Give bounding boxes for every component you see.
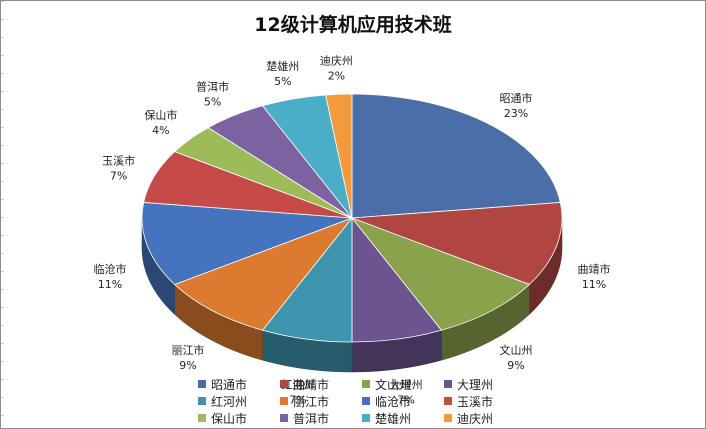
legend-label: 红河州 [211, 394, 248, 409]
data-label-percent-7: 7% [110, 170, 127, 183]
legend-entry: 临沧市 [362, 393, 444, 409]
legend-entry: 文山州 [362, 376, 444, 392]
data-label-name-5: 丽江市 [171, 343, 204, 357]
legend-label: 临沧市 [375, 394, 412, 409]
pie-slice-5 [173, 217, 354, 331]
legend-entry: 丽江市 [280, 393, 362, 409]
legend-swatch [362, 380, 370, 388]
legend-swatch [198, 380, 206, 388]
data-label-name-8: 保山市 [144, 108, 177, 122]
row-gridlines [1, 1, 4, 428]
data-label-percent-4: 7% [289, 393, 306, 406]
data-label-name-6: 临沧市 [93, 262, 126, 276]
legend-entry: 大理州 [444, 376, 526, 392]
legend-entry: 楚雄州 [362, 410, 444, 426]
data-label-name-7: 玉溪市 [102, 154, 135, 168]
legend-label: 昭通市 [211, 377, 248, 392]
data-label-percent-0: 23% [504, 107, 528, 120]
legend-swatch [280, 380, 288, 388]
data-label-name-4: 红河州 [281, 378, 314, 391]
pie-slice-1 [351, 202, 563, 285]
legend-entry: 红河州 [198, 393, 280, 409]
legend-entry: 迪庆州 [444, 410, 526, 426]
legend-swatch [362, 397, 370, 405]
legend-label: 玉溪市 [457, 394, 494, 409]
chart-title: 12级计算机应用技术班 [254, 14, 452, 36]
data-label-percent-1: 11% [582, 278, 606, 291]
data-label-percent-8: 4% [152, 124, 169, 137]
pie-slice-11 [325, 93, 353, 219]
pie-slice-6 [141, 202, 353, 285]
legend-swatch [198, 414, 206, 422]
data-label-percent-10: 5% [274, 75, 291, 88]
legend-label: 丽江市 [293, 394, 330, 409]
legend-swatch [280, 397, 288, 405]
data-label-percent-3: 7% [397, 393, 414, 406]
legend-label: 文山州 [375, 377, 412, 392]
legend: 昭通市 曲靖市 文山州 大理州 红河州 丽江市 临沧市 玉溪市 保山市 普洱市 楚雄州 迪庆州 [198, 376, 528, 426]
data-label-name-0: 昭通市 [500, 91, 533, 105]
data-label-name-3: 大理州 [390, 377, 423, 391]
legend-swatch [198, 397, 206, 405]
legend-swatch [444, 397, 452, 405]
legend-label: 保山市 [211, 411, 248, 426]
pie-slice-0 [351, 93, 561, 219]
legend-label: 普洱市 [293, 411, 330, 426]
legend-label: 曲靖市 [293, 377, 330, 392]
data-label-percent-11: 2% [328, 69, 345, 82]
data-label-name-10: 楚雄州 [266, 59, 299, 73]
data-label-percent-5: 9% [179, 359, 196, 372]
pie-slice-2 [350, 217, 531, 331]
legend-label: 迪庆州 [457, 411, 494, 426]
legend-swatch [280, 414, 288, 422]
legend-label: 楚雄州 [375, 411, 412, 426]
legend-entry: 普洱市 [280, 410, 362, 426]
legend-entry: 玉溪市 [444, 393, 526, 409]
legend-swatch [444, 380, 452, 388]
data-label-name-1: 曲靖市 [578, 262, 611, 276]
data-label-name-9: 普洱市 [196, 79, 229, 93]
data-label-name-11: 迪庆州 [320, 53, 353, 67]
legend-entry: 昭通市 [198, 376, 280, 392]
legend-entry: 保山市 [198, 410, 280, 426]
legend-entry: 曲靖市 [280, 376, 362, 392]
data-label-name-2: 文山州 [500, 343, 533, 357]
data-label-percent-6: 11% [98, 278, 122, 291]
legend-label: 大理州 [457, 377, 494, 392]
data-label-percent-9: 5% [204, 95, 221, 108]
legend-swatch [444, 414, 452, 422]
legend-swatch [362, 414, 370, 422]
data-label-percent-2: 9% [507, 359, 524, 372]
